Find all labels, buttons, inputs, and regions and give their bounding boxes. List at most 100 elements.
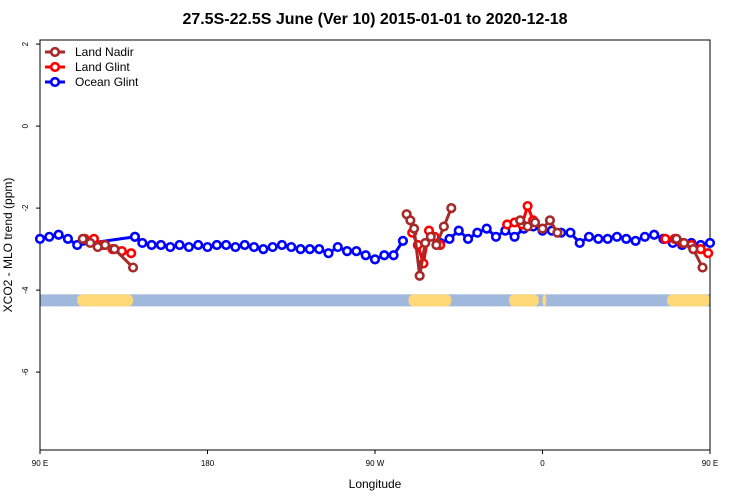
data-point	[126, 248, 137, 259]
data-point	[602, 233, 613, 244]
data-point	[388, 250, 399, 261]
data-point	[649, 229, 660, 240]
data-point	[522, 221, 533, 232]
data-point	[137, 237, 148, 249]
data-point	[408, 223, 420, 234]
data-point	[446, 203, 457, 214]
data-point	[174, 239, 185, 251]
data-point	[639, 231, 650, 242]
legend-marker	[49, 76, 61, 88]
data-point	[522, 200, 533, 212]
data-point	[397, 235, 409, 246]
data-point	[341, 246, 353, 257]
data-point	[414, 270, 425, 281]
y-tick-label: 0	[21, 123, 30, 128]
data-point	[704, 237, 716, 249]
data-point	[565, 227, 576, 238]
legend-label: Land Glint	[75, 60, 130, 74]
x-tick-label: 0	[540, 459, 545, 468]
data-point	[165, 241, 176, 253]
legend-label: Land Nadir	[75, 45, 134, 59]
data-point	[286, 241, 297, 253]
x-tick-label: 90 W	[366, 459, 385, 468]
data-point	[323, 248, 334, 259]
data-point	[425, 231, 436, 242]
y-tick-label: -2	[21, 204, 30, 212]
data-point	[703, 248, 714, 259]
data-point	[438, 221, 449, 232]
data-point	[697, 262, 708, 273]
x-tick-label: 90 E	[32, 459, 48, 468]
data-point	[332, 241, 343, 253]
data-point	[369, 254, 381, 265]
data-point	[621, 233, 632, 244]
data-point	[314, 244, 325, 255]
data-point	[85, 237, 96, 249]
data-point	[593, 233, 604, 244]
data-point	[552, 227, 563, 238]
data-point	[202, 241, 213, 253]
data-point	[472, 227, 483, 238]
data-point	[688, 244, 699, 255]
land-band	[77, 294, 134, 307]
data-point	[211, 239, 222, 251]
x-axis-label: Longitude	[349, 477, 402, 491]
x-tick-label: 90 E	[702, 459, 718, 468]
data-point	[72, 239, 83, 251]
land-band	[408, 294, 452, 307]
data-point	[490, 231, 502, 242]
data-point	[44, 231, 55, 242]
data-point	[671, 233, 682, 244]
data-point	[127, 262, 139, 273]
data-point	[515, 215, 526, 226]
y-tick-label: 2	[21, 41, 30, 46]
data-point	[660, 233, 671, 244]
data-point	[462, 233, 474, 244]
y-tick-label: -4	[21, 286, 30, 294]
data-point	[221, 239, 232, 251]
data-point	[583, 231, 595, 242]
legend-marker	[49, 61, 61, 73]
land-band	[667, 294, 710, 307]
data-point	[183, 241, 194, 253]
data-point	[295, 244, 306, 255]
series-layer	[34, 200, 716, 281]
data-point	[248, 241, 260, 253]
data-point	[146, 239, 157, 251]
data-point	[155, 239, 167, 251]
data-point	[53, 229, 64, 240]
data-point	[193, 239, 204, 251]
data-point	[537, 223, 548, 234]
data-point	[276, 239, 288, 251]
data-point	[62, 233, 74, 244]
data-point	[267, 241, 278, 253]
data-point	[431, 239, 442, 251]
data-point	[129, 231, 141, 242]
data-point	[230, 241, 241, 253]
data-point	[611, 231, 623, 242]
y-axis-label: XCO2 - MLO trend (ppm)	[1, 178, 15, 313]
data-point	[77, 233, 88, 244]
ocean-band	[40, 294, 710, 307]
data-point	[678, 237, 690, 249]
land-band	[542, 294, 547, 307]
y-tick-label: -6	[21, 368, 30, 376]
series-land-nadir	[77, 203, 708, 281]
data-point	[351, 246, 362, 257]
data-point	[529, 217, 541, 228]
data-point	[100, 239, 111, 251]
data-point	[405, 215, 416, 226]
x-axis: 90 E 180 90 W 0 90 E	[32, 450, 718, 468]
data-point	[444, 233, 455, 244]
legend-label: Ocean Glint	[75, 75, 139, 89]
data-point	[379, 250, 390, 261]
data-point	[258, 244, 269, 255]
y-axis: 2 0 -2 -4 -6	[21, 41, 40, 376]
data-point	[481, 223, 492, 234]
legend-marker	[49, 46, 61, 58]
data-point	[509, 231, 520, 242]
data-point	[304, 244, 315, 255]
chart-title: 27.5S-22.5S June (Ver 10) 2015-01-01 to …	[182, 11, 567, 28]
